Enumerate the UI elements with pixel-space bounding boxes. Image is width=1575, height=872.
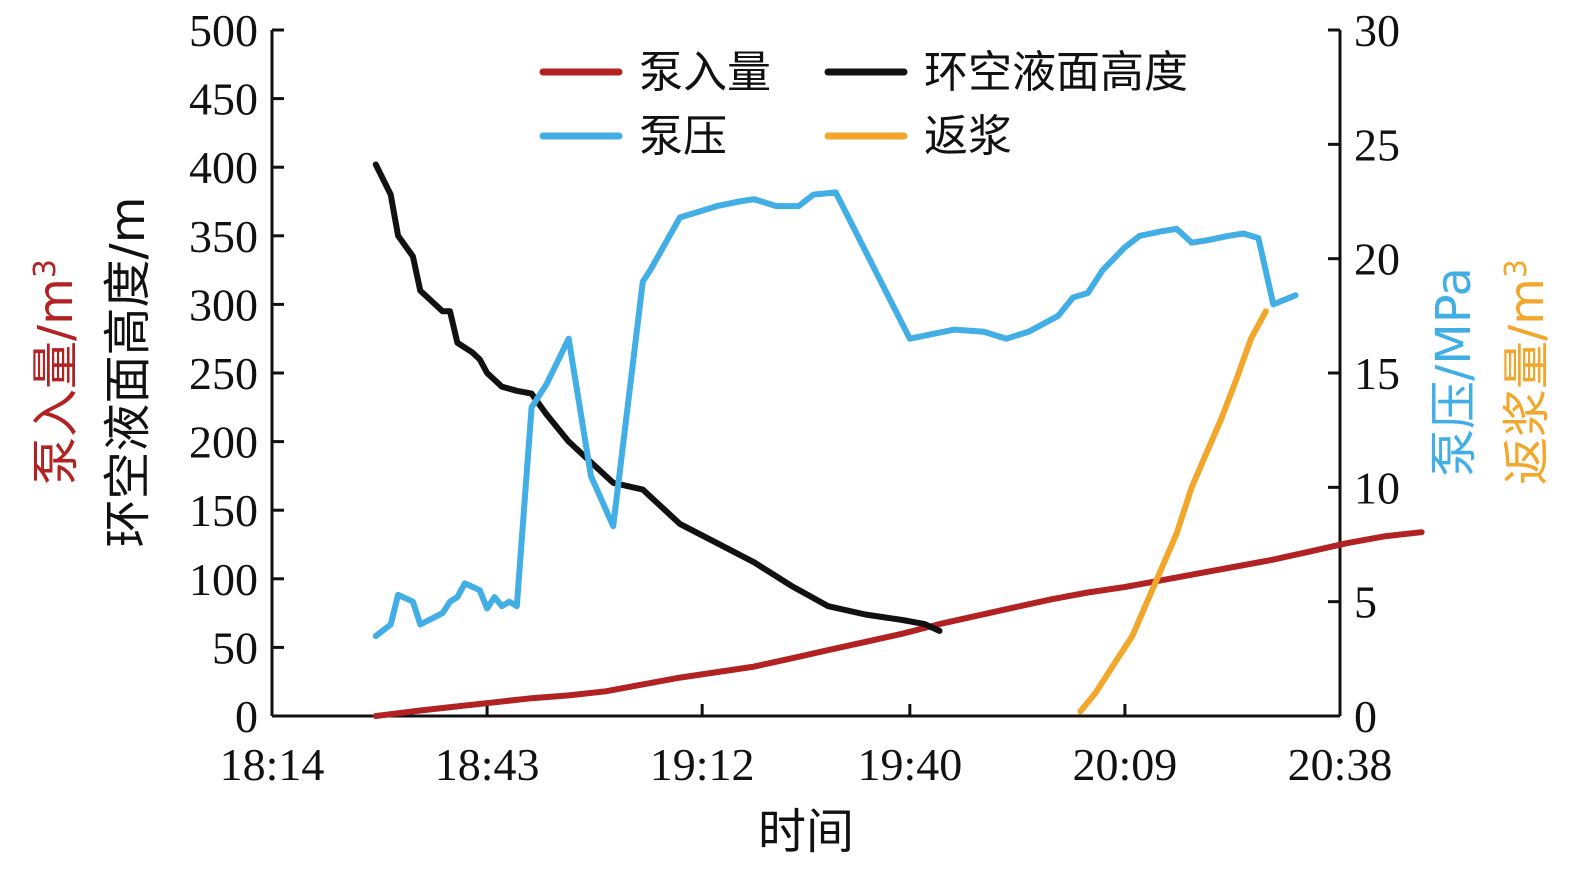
x-tick-label: 20:09 [1073, 739, 1178, 790]
left-tick-label: 50 [212, 622, 258, 673]
right-tick-label: 5 [1354, 577, 1377, 628]
right-tick-label: 0 [1354, 691, 1377, 742]
x-axis-title: 时间 [758, 804, 854, 860]
pump-axis-label: 泵入量/m [28, 278, 84, 485]
right-axis-title-pressure: 泵压/MPa [1426, 267, 1482, 477]
legend-label-3: 返浆 [924, 111, 1012, 162]
axes: 0 50 100 150 200 250 300 350 400 450 500 0 5 10 15 20 25… [189, 5, 1400, 790]
return-axis-label: 返浆量/m [1499, 278, 1555, 485]
pump-axis-label-sup: 3 [28, 259, 63, 278]
right-axis-title-return: 返浆量/m3 [1499, 259, 1556, 485]
right-tick-label: 15 [1354, 348, 1400, 399]
left-tick-label: 0 [235, 691, 258, 742]
x-tick-label: 19:12 [650, 739, 755, 790]
left-tick-label: 250 [189, 348, 258, 399]
left-tick-label: 150 [189, 485, 258, 536]
right-tick-label: 30 [1354, 5, 1400, 56]
left-tick-label: 100 [189, 554, 258, 605]
series-line-1 [372, 161, 943, 634]
left-tick-label: 400 [189, 142, 258, 193]
legend-label-0: 泵入量 [639, 47, 771, 98]
legend-label-2: 泵压 [639, 111, 727, 162]
series-line-0 [372, 529, 1425, 719]
series-layer [372, 161, 1425, 719]
left-axis-title-level: 环空液面高度/m [100, 197, 156, 548]
legend-label-1: 环空液面高度 [924, 47, 1188, 98]
left-tick-label: 500 [189, 5, 258, 56]
x-tick-label: 18:14 [220, 739, 325, 790]
x-tick-label: 20:38 [1288, 739, 1393, 790]
x-tick-label: 18:43 [435, 739, 540, 790]
left-tick-label: 300 [189, 279, 258, 330]
left-tick-label: 200 [189, 417, 258, 468]
left-tick-label: 450 [189, 74, 258, 125]
right-tick-label: 20 [1354, 234, 1400, 285]
right-tick-label: 25 [1354, 119, 1400, 170]
right-tick-label: 10 [1354, 462, 1400, 513]
left-axis-title-pump: 泵入量/m3 [28, 259, 85, 485]
return-axis-label-sup: 3 [1499, 259, 1534, 278]
x-tick-label: 19:40 [857, 739, 962, 790]
series-line-3 [1077, 308, 1269, 715]
series-line-2 [372, 189, 1299, 639]
left-tick-label: 350 [189, 211, 258, 262]
